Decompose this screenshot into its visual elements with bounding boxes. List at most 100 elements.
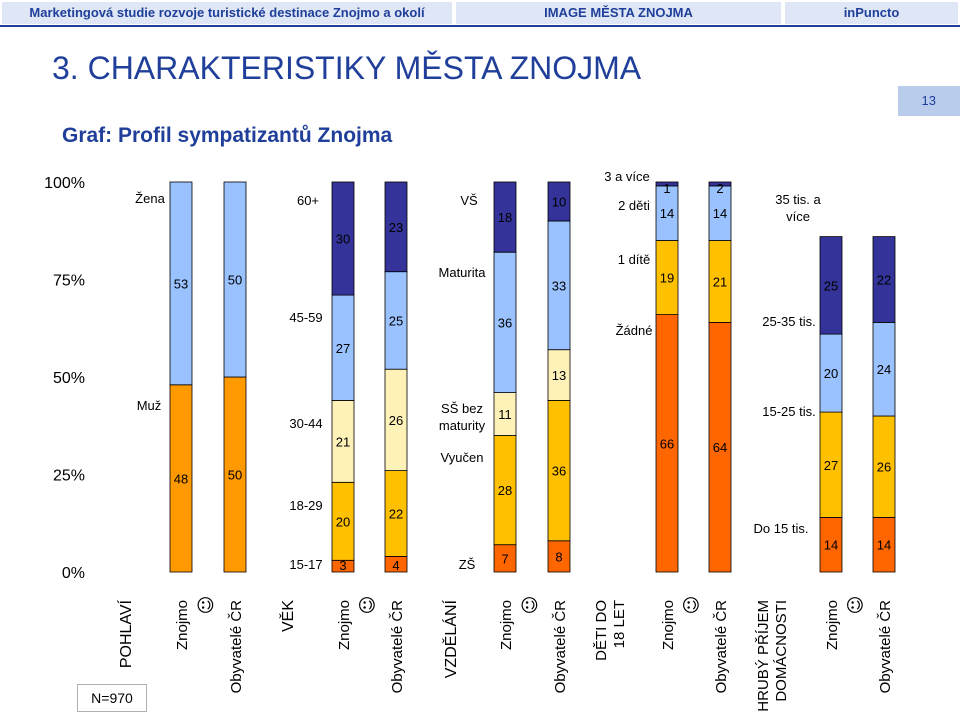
group-name-line2: DOMÁCNOSTI — [773, 600, 790, 702]
category-label-line1: 35 tis. a — [775, 192, 821, 207]
bar-label: Znojmo — [660, 600, 677, 650]
group-name-line1: DĚTI DO — [593, 600, 610, 661]
y-tick-label: 0% — [62, 565, 85, 582]
bar-value-label: 21 — [336, 434, 350, 449]
bar-value-label: 10 — [552, 195, 566, 210]
y-tick-label: 50% — [53, 370, 85, 387]
bar-segment — [169, 181, 193, 386]
bar-segment — [223, 181, 247, 378]
smiley-icon: ☺ — [520, 596, 541, 615]
bar-value-label: 3 — [339, 558, 346, 573]
bar-value-label: 48 — [174, 471, 188, 486]
smiley-icon: ☺ — [196, 596, 217, 615]
page-title: 3. CHARAKTERISTIKY MĚSTA ZNOJMA — [52, 50, 642, 86]
category-label: VŠ — [460, 193, 478, 208]
bar-segment — [819, 236, 843, 335]
bar-label: Obyvatelé ČR — [713, 600, 730, 694]
bar-value-label: 30 — [336, 232, 350, 247]
bar-value-label: 19 — [660, 271, 674, 286]
bar-label: Znojmo — [336, 600, 353, 650]
bar-segment — [331, 181, 355, 296]
smiley-icon: ☺ — [682, 596, 703, 615]
chart-title: Graf: Profil sympatizantů Znojma — [62, 124, 393, 147]
category-label-line2: maturity — [439, 418, 486, 433]
bar-value-label: 36 — [552, 464, 566, 479]
page-number-badge: 13 — [898, 86, 960, 116]
bar-value-label: 26 — [389, 413, 403, 428]
bar-value-label: 18 — [498, 210, 512, 225]
bar-value-label: 24 — [877, 362, 891, 377]
category-label: 1 dítě — [618, 252, 651, 267]
bar-value-label: 27 — [824, 458, 838, 473]
bar-value-label: 23 — [389, 220, 403, 235]
bar-segment — [493, 181, 517, 253]
category-label: Vyučen — [441, 450, 484, 465]
category-label: 60+ — [297, 193, 319, 208]
bar-value-label: 25 — [389, 313, 403, 328]
header-bar: Marketingová studie rozvoje turistické d… — [0, 0, 960, 27]
category-label: Do 15 tis. — [754, 521, 809, 536]
category-label: 30-44 — [289, 416, 322, 431]
header-section: IMAGE MĚSTA ZNOJMA — [456, 2, 781, 24]
category-label: ZŠ — [459, 557, 476, 572]
bar-value-label: 14 — [877, 538, 891, 553]
bar-value-label: 36 — [498, 315, 512, 330]
page-number: 13 — [921, 93, 936, 108]
group-name: POHLAVÍ — [116, 599, 135, 668]
bar-value-label: 13 — [552, 368, 566, 383]
bar-label: Obyvatelé ČR — [552, 600, 569, 694]
category-label: 45-59 — [289, 310, 322, 325]
bar-segment — [547, 181, 571, 222]
bar-value-label: 8 — [555, 549, 562, 564]
category-label: Muž — [137, 398, 162, 413]
bar-label: Obyvatelé ČR — [389, 600, 406, 694]
bar-segment — [708, 181, 732, 187]
bar-value-label: 22 — [877, 273, 891, 288]
bar-value-label: 7 — [501, 551, 508, 566]
group-name-line1: HRUBÝ PŘÍJEM — [755, 600, 772, 712]
bar-value-label: 14 — [824, 538, 838, 553]
smiley-icon: ☺ — [358, 596, 379, 615]
bar-value-label: 33 — [552, 278, 566, 293]
header-study-title: Marketingová studie rozvoje turistické d… — [2, 2, 452, 24]
group-name: VĚK — [278, 600, 297, 632]
category-label: Žádné — [616, 323, 653, 338]
category-label: 25-35 tis. — [762, 314, 815, 329]
bar-value-label: 11 — [498, 407, 512, 422]
bar-value-label: 28 — [498, 483, 512, 498]
y-tick-label: 100% — [44, 175, 85, 192]
bar-value-label: 14 — [660, 206, 674, 221]
category-label: Maturita — [439, 265, 487, 280]
bar-value-label: 4 — [392, 558, 399, 573]
bar-value-label: 2 — [716, 181, 723, 196]
bar-value-label: 20 — [336, 514, 350, 529]
category-label-line1: SŠ bez — [441, 401, 483, 416]
bar-value-label: 14 — [713, 206, 727, 221]
bar-label: Obyvatelé ČR — [228, 600, 245, 694]
category-label: 3 a více — [604, 169, 650, 184]
bar-value-label: 25 — [824, 278, 838, 293]
bar-value-label: 66 — [660, 436, 674, 451]
category-label: Žena — [135, 191, 165, 206]
category-label: 15-17 — [289, 557, 322, 572]
header-divider — [0, 25, 960, 27]
bar-value-label: 21 — [713, 274, 727, 289]
bar-value-label: 20 — [824, 366, 838, 381]
bar-value-label: 1 — [663, 181, 670, 196]
bar-value-label: 26 — [877, 460, 891, 475]
bar-label: Znojmo — [498, 600, 515, 650]
bar-value-label: 50 — [228, 468, 242, 483]
y-tick-label: 25% — [53, 468, 85, 485]
bar-value-label: 53 — [174, 276, 188, 291]
bar-segment — [384, 181, 408, 273]
y-tick-label: 75% — [53, 273, 85, 290]
bar-label: Znojmo — [174, 600, 191, 650]
category-label: 15-25 tis. — [762, 404, 815, 419]
bar-label: Obyvatelé ČR — [877, 600, 894, 694]
category-label: 2 děti — [618, 198, 650, 213]
group-name-line2: 18 LET — [611, 600, 628, 648]
bar-segment — [655, 181, 679, 187]
bar-value-label: 27 — [336, 341, 350, 356]
group-name: VZDĚLÁNÍ — [441, 599, 460, 678]
